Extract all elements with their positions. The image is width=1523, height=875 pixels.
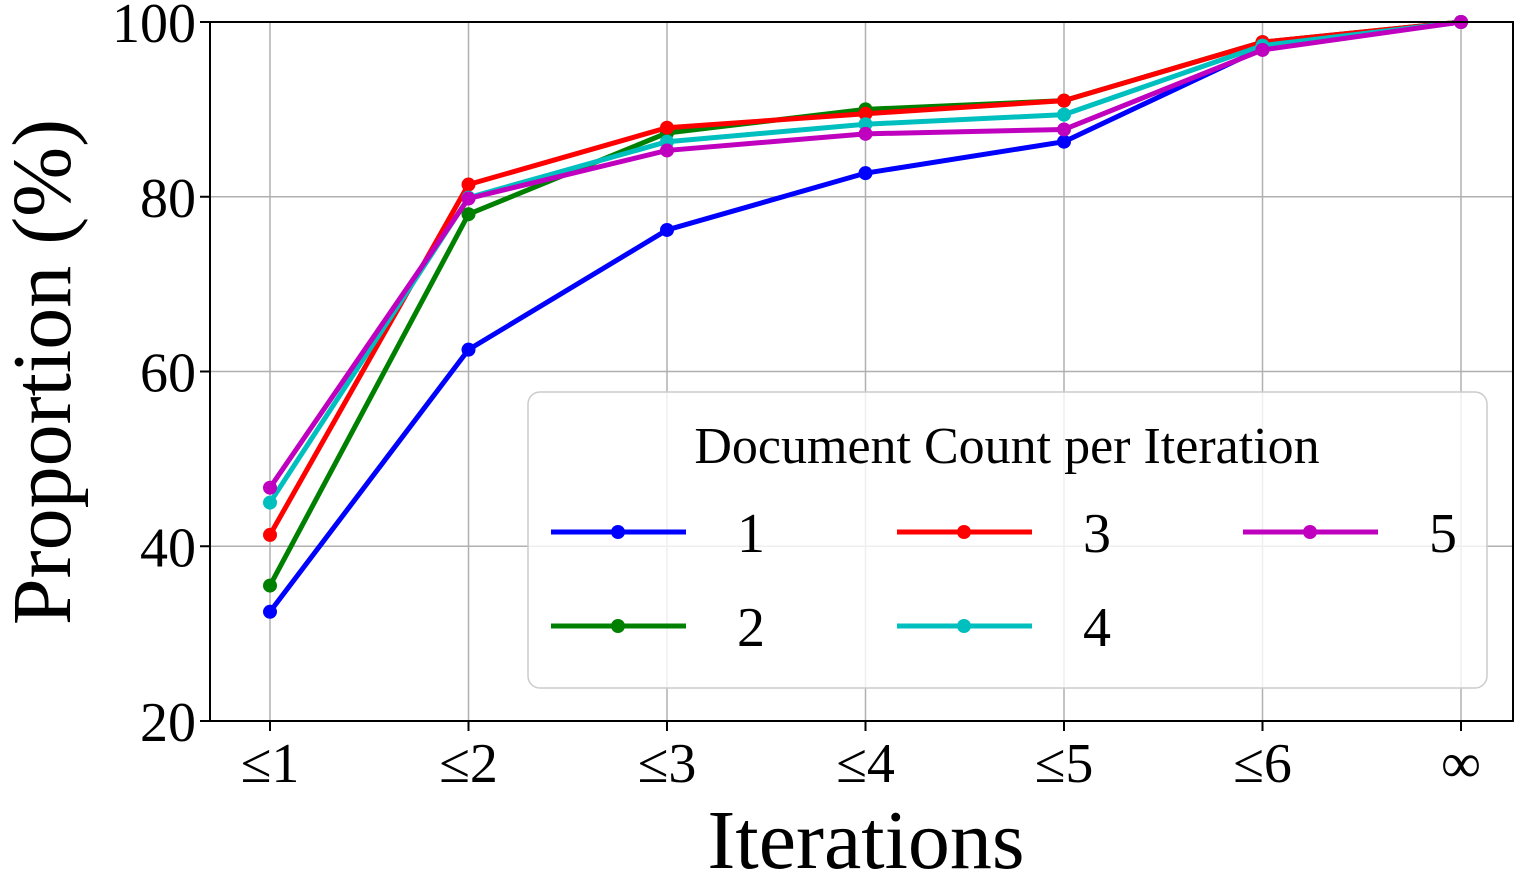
legend-box [527,391,1488,689]
legend-label: 5 [1429,503,1457,565]
x-tick-label: ≤1 [241,733,300,795]
legend: Document Count per Iteration 1 2 3 4 5 [527,391,1488,689]
y-tick-label: 60 [140,343,196,405]
data-point [858,106,873,121]
legend-label: 1 [737,503,765,565]
data-point [858,117,873,132]
data-point [461,207,476,222]
y-axis-title: Proportion (%) [0,119,89,625]
legend-title: Document Count per Iteration [694,418,1319,475]
y-tick-label: 80 [140,168,196,230]
data-point [461,177,476,192]
x-tick-label: ≤3 [638,733,697,795]
series-5 [263,15,1468,495]
y-tick-label: 20 [140,692,196,754]
legend-entry-1: 1 [551,503,765,565]
data-point [1057,122,1071,137]
x-tick-label: ≤4 [836,733,895,795]
x-axis-title: Iterations [707,794,1024,875]
legend-swatch-marker [611,525,625,539]
data-point [1057,107,1071,122]
series-lines [263,15,1468,619]
legend-label: 4 [1083,597,1111,659]
x-tick-label: ≤5 [1035,733,1094,795]
data-point [1057,93,1071,108]
data-point [1255,42,1270,57]
legend-swatch-marker [957,619,971,633]
data-point [660,120,674,135]
data-point [858,166,873,181]
axes: ≤1 ≤2 ≤3 ≤4 ≤5 ≤6 ∞ 20 40 60 80 100 [112,0,1481,795]
y-tick-label: 40 [140,517,196,579]
data-point [263,604,277,619]
legend-entries: 1 2 3 4 5 [551,503,1457,659]
data-point [461,191,476,206]
x-tick-label: ∞ [1441,733,1481,795]
data-point [263,527,277,542]
legend-swatch-marker [957,525,971,539]
legend-entry-4: 4 [897,597,1111,659]
data-point [263,578,277,593]
legend-label: 2 [737,597,765,659]
data-point [263,480,277,495]
legend-entry-3: 3 [897,503,1111,565]
data-point [1057,134,1071,149]
x-tick-label: ≤2 [439,733,498,795]
data-point [461,342,476,357]
y-tick-label: 100 [112,0,196,55]
legend-entry-2: 2 [551,597,765,659]
legend-swatch-marker [1303,525,1317,539]
legend-entry-5: 5 [1243,503,1457,565]
x-tick-label: ≤6 [1233,733,1292,795]
data-point [263,495,277,510]
data-point [660,222,674,237]
data-point [660,143,674,158]
legend-swatch-marker [611,619,625,633]
data-point [858,126,873,141]
legend-label: 3 [1083,503,1111,565]
